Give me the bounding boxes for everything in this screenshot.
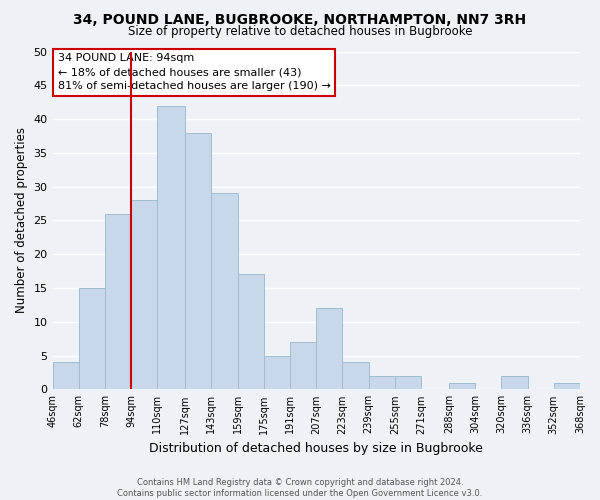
Bar — [131, 200, 157, 390]
Bar — [316, 308, 343, 390]
Bar — [105, 214, 131, 390]
Bar — [554, 382, 580, 390]
Text: 34 POUND LANE: 94sqm
← 18% of detached houses are smaller (43)
81% of semi-detac: 34 POUND LANE: 94sqm ← 18% of detached h… — [58, 53, 331, 91]
Bar — [343, 362, 368, 390]
Bar — [79, 288, 105, 390]
X-axis label: Distribution of detached houses by size in Bugbrooke: Distribution of detached houses by size … — [149, 442, 483, 455]
Bar — [290, 342, 316, 390]
Text: 34, POUND LANE, BUGBROOKE, NORTHAMPTON, NN7 3RH: 34, POUND LANE, BUGBROOKE, NORTHAMPTON, … — [73, 12, 527, 26]
Bar — [395, 376, 421, 390]
Bar — [368, 376, 395, 390]
Bar — [53, 362, 79, 390]
Text: Size of property relative to detached houses in Bugbrooke: Size of property relative to detached ho… — [128, 25, 472, 38]
Bar — [449, 382, 475, 390]
Bar — [238, 274, 264, 390]
Bar — [157, 106, 185, 390]
Bar — [264, 356, 290, 390]
Bar — [211, 194, 238, 390]
Bar — [502, 376, 527, 390]
Y-axis label: Number of detached properties: Number of detached properties — [15, 128, 28, 314]
Bar — [185, 132, 211, 390]
Text: Contains HM Land Registry data © Crown copyright and database right 2024.
Contai: Contains HM Land Registry data © Crown c… — [118, 478, 482, 498]
